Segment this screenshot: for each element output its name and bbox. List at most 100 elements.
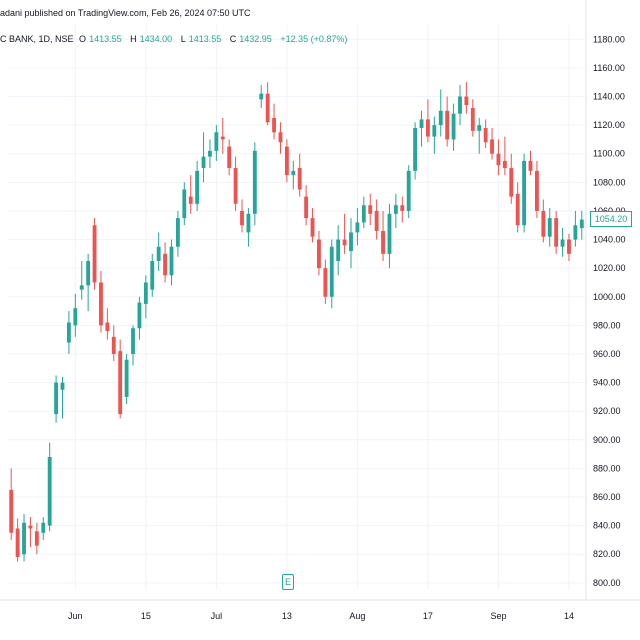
candle (304, 185, 309, 226)
candle (60, 376, 65, 419)
price-tick-label: 1140.00 (593, 92, 625, 102)
candle-body (15, 528, 20, 558)
candle (317, 230, 321, 276)
time-axis[interactable]: Jun 15 Jul 13 Aug 17 Sep 14 (0, 599, 640, 621)
candle-body (143, 282, 148, 304)
candle (233, 156, 238, 211)
candle (445, 96, 450, 147)
candle (560, 228, 565, 257)
candle (554, 210, 559, 254)
candle-body (252, 150, 257, 214)
candle-body (458, 96, 462, 114)
candle (92, 218, 97, 290)
candle-body (214, 132, 219, 151)
candle (502, 136, 507, 176)
time-tick-label: Aug (349, 611, 365, 621)
candle-body (246, 213, 251, 233)
close-readout: C 1432.95 (230, 34, 275, 44)
candle-body (406, 170, 411, 211)
publisher-line: adani published on TradingView.com, Feb … (0, 8, 251, 18)
candle-body (99, 282, 103, 326)
candle-body (105, 322, 110, 332)
candle-body (413, 127, 418, 171)
price-tick-label: 1020.00 (593, 263, 626, 273)
candle (419, 110, 424, 147)
low-label: L (180, 34, 186, 44)
candle-body (92, 225, 97, 283)
candle (374, 199, 379, 240)
price-tick-label: 820.00 (593, 549, 621, 559)
candle (406, 165, 411, 219)
candle-body (515, 193, 520, 226)
candle-body (278, 132, 283, 143)
high-readout: H 1434.00 (130, 34, 175, 44)
time-tick-label: 13 (282, 611, 292, 621)
price-axis[interactable]: 1180.00 1160.00 1140.00 1120.00 1100.00 1080.… (585, 0, 626, 600)
candle (297, 153, 302, 197)
candle (284, 139, 289, 183)
last-price-label: 1054.20 (590, 211, 632, 228)
candle (41, 517, 46, 540)
candle-body (208, 150, 212, 157)
candle-body (60, 382, 65, 390)
candle (73, 293, 78, 337)
candle (156, 232, 161, 272)
open-value: 1413.55 (89, 34, 122, 44)
high-label: H (130, 34, 137, 44)
candle (272, 103, 276, 140)
earnings-icon[interactable]: E (282, 574, 294, 590)
price-tick-label: 1100.00 (593, 149, 625, 159)
candle-body (387, 213, 392, 254)
candle-body (66, 322, 71, 343)
candle-body (541, 210, 546, 237)
candle (355, 208, 360, 246)
open-label: O (79, 34, 87, 44)
candle-body (342, 239, 347, 246)
candle-body (400, 205, 405, 211)
candle (567, 233, 571, 262)
candle-body (483, 127, 488, 143)
ohlc-legend: C BANK, 1D, NSE O 1413.55 H 1434.00 L 1413.… (0, 34, 350, 44)
time-tick-label: Sep (490, 611, 506, 621)
candle-body (509, 168, 514, 197)
candle (573, 210, 578, 247)
candle-body (265, 93, 270, 123)
candle-body (496, 153, 501, 166)
candle-body (336, 239, 341, 262)
candle-body (163, 253, 167, 276)
candle (310, 208, 315, 243)
candle-body (175, 218, 180, 247)
candle-body (34, 531, 39, 546)
candle (182, 182, 187, 226)
candle-body (432, 125, 437, 137)
candle (490, 127, 494, 160)
candle-body (393, 205, 398, 214)
candle (464, 82, 469, 114)
candle-body (201, 156, 206, 169)
candle (175, 210, 180, 257)
candle-body (118, 351, 123, 415)
price-tick-label: 1160.00 (593, 63, 625, 73)
price-tick-label: 1080.00 (593, 177, 626, 187)
candle-body (547, 218, 552, 237)
candle (143, 275, 148, 319)
price-tick-label: 920.00 (593, 406, 621, 416)
symbol-text[interactable]: C BANK, 1D, NSE (0, 34, 74, 44)
candle-body (419, 119, 424, 128)
candle-body (451, 113, 456, 140)
candle (541, 199, 546, 243)
candle (368, 193, 373, 226)
price-tick-label: 840.00 (593, 521, 621, 531)
price-tick-label: 1180.00 (593, 34, 625, 44)
close-label: C (229, 34, 237, 44)
candle-body (79, 285, 84, 290)
price-tick-label: 1060.00 (593, 206, 626, 216)
candle (438, 89, 443, 137)
candle (118, 339, 123, 419)
candle (522, 153, 527, 233)
candle-body (374, 210, 379, 231)
candle-body (579, 219, 584, 229)
candle-body (573, 225, 578, 240)
candle-body (169, 246, 174, 276)
